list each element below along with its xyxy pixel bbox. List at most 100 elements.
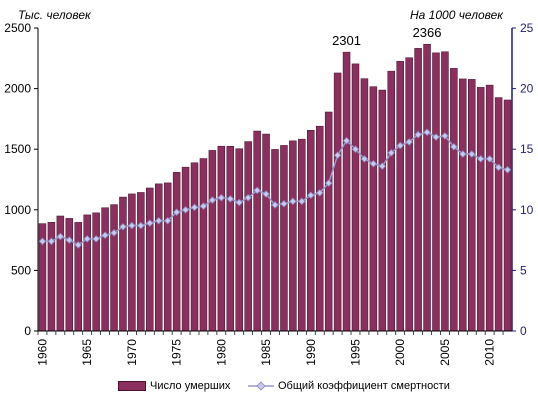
x-tick-label: 1965 (80, 339, 94, 366)
rate-point-1983 (244, 193, 252, 202)
rate-point-1964 (74, 241, 83, 249)
legend-item-line: Общий коэффициент смертности (248, 380, 450, 392)
x-tick-label: 1980 (214, 339, 228, 366)
rate-point-2005 (441, 132, 449, 140)
bar-1968 (110, 204, 118, 332)
rate-point-1982 (235, 198, 243, 207)
rate-point-1996 (360, 155, 369, 163)
bar-1985 (262, 133, 270, 332)
rate-point-1963 (65, 236, 74, 244)
bar-series-group (38, 43, 512, 332)
bar-2007 (459, 78, 467, 332)
rate-point-1989 (298, 197, 306, 206)
bar-2010 (485, 84, 494, 332)
rate-point-1987 (280, 199, 288, 208)
bar-2012 (503, 99, 512, 332)
bar-2011 (494, 97, 503, 332)
rate-point-2001 (405, 138, 413, 146)
rate-point-1965 (83, 235, 91, 243)
bar-1963 (65, 218, 74, 332)
left-tick-label: 0 (24, 324, 31, 338)
bar-1996 (360, 78, 369, 332)
right-axis-unit-label: На 1000 человек (410, 8, 503, 22)
rate-point-1995 (351, 145, 360, 153)
rate-point-1981 (226, 195, 235, 203)
bar-1989 (298, 138, 306, 332)
rate-point-1973 (154, 216, 163, 225)
bar-1991 (315, 125, 324, 332)
annotation-2003: 2366 (413, 25, 442, 40)
bar-1984 (253, 130, 261, 332)
x-tick-label: 1995 (348, 339, 362, 366)
x-tick-label: 1990 (304, 339, 318, 366)
bar-1998 (378, 89, 387, 332)
bar-1977 (190, 162, 199, 332)
bar-1997 (369, 86, 378, 332)
rate-point-1972 (146, 219, 154, 227)
rate-point-1980 (217, 193, 226, 202)
legend-bar-swatch (118, 381, 146, 391)
bar-1983 (244, 141, 252, 332)
rate-point-1962 (56, 232, 65, 241)
rate-point-1970 (128, 221, 136, 230)
bar-1980 (217, 145, 226, 332)
rate-point-2008 (467, 150, 476, 158)
rate-point-1977 (190, 203, 199, 212)
x-tick-label: 1975 (170, 339, 184, 366)
bar-1966 (92, 212, 100, 332)
bar-2009 (476, 87, 485, 332)
bar-1974 (163, 182, 172, 332)
bar-1979 (208, 150, 217, 332)
bar-1995 (351, 63, 360, 332)
rate-point-1978 (199, 202, 208, 210)
x-tick-label: 1960 (35, 339, 49, 366)
rate-point-1997 (369, 159, 378, 168)
x-tick-label: 2005 (438, 339, 452, 366)
rate-point-1999 (387, 149, 396, 157)
legend: Число умерших Общий коэффициент смертнос… (0, 380, 538, 400)
rate-point-1974 (163, 216, 172, 225)
annotation-1994: 2301 (332, 33, 361, 48)
rate-point-1971 (137, 221, 145, 230)
bar-1973 (155, 183, 163, 332)
rate-point-2007 (459, 150, 467, 158)
rate-point-2011 (494, 163, 503, 172)
bar-2000 (396, 61, 404, 332)
bar-1999 (387, 70, 396, 332)
bar-1971 (137, 192, 145, 332)
rate-point-2004 (432, 133, 440, 141)
right-tick-label: 20 (520, 82, 534, 96)
bar-1976 (181, 166, 190, 332)
bar-1993 (333, 72, 342, 332)
x-tick-label: 1970 (125, 339, 139, 366)
bar-1978 (199, 158, 208, 332)
right-tick-label: 15 (520, 142, 534, 156)
bar-1988 (289, 140, 297, 332)
rate-point-1986 (271, 201, 279, 209)
rate-point-1968 (110, 229, 118, 237)
rate-point-2006 (450, 143, 458, 151)
rate-point-1993 (333, 151, 342, 160)
rate-point-1969 (119, 223, 127, 231)
bar-1992 (324, 111, 333, 332)
rate-point-2002 (414, 130, 422, 139)
left-tick-label: 2500 (4, 21, 31, 35)
bar-1981 (226, 146, 235, 332)
left-axis-unit-label: Тыс. человек (18, 8, 91, 22)
left-tick-label: 1000 (4, 203, 31, 217)
bar-2006 (450, 68, 458, 332)
rate-point-1988 (289, 197, 297, 206)
left-tick-label: 500 (11, 263, 31, 277)
bar-1986 (271, 149, 279, 332)
rate-point-1984 (253, 186, 261, 195)
x-tick-label: 2000 (393, 339, 407, 366)
right-tick-label: 0 (520, 324, 527, 338)
rate-point-1966 (92, 235, 100, 243)
rate-point-2009 (476, 155, 485, 163)
rate-point-1985 (262, 190, 270, 198)
rate-point-1998 (378, 162, 387, 170)
rate-point-1994 (342, 136, 351, 145)
rate-point-2012 (503, 166, 512, 174)
bar-1969 (119, 196, 127, 332)
right-tick-label: 5 (520, 263, 527, 277)
